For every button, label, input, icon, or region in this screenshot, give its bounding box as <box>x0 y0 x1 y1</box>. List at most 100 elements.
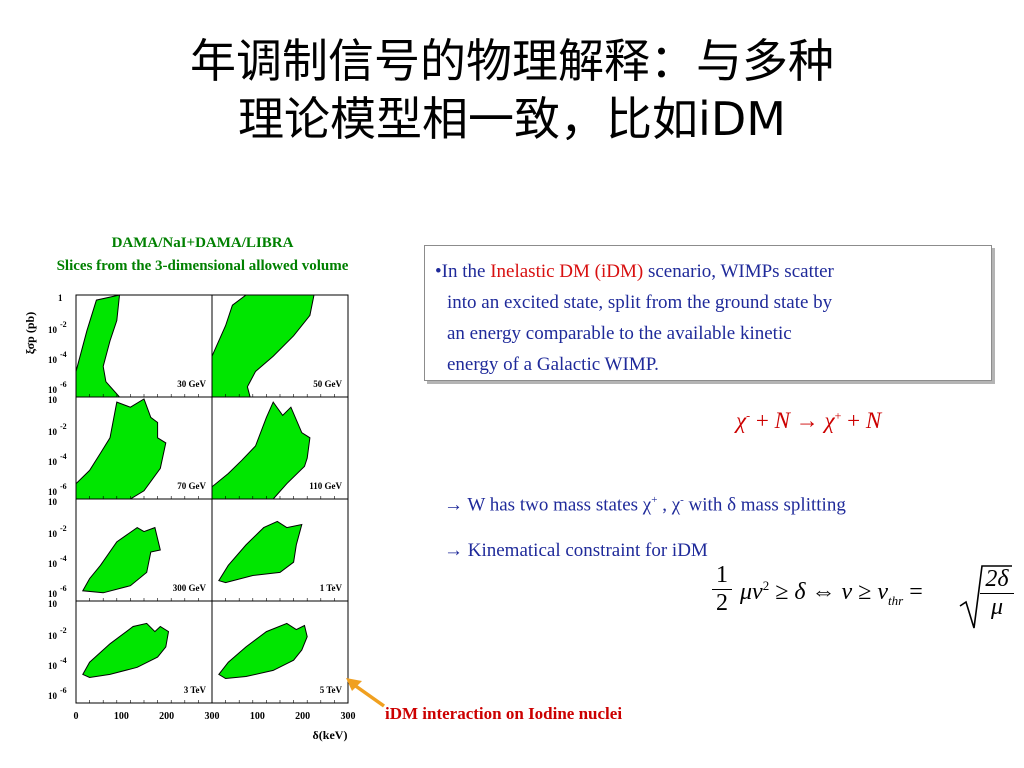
panel-label-6: 1 TeV <box>320 583 343 593</box>
y-tick-base: 10 <box>48 487 58 497</box>
eq1-arrow: → <box>795 408 819 433</box>
y-tick-exponent: -2 <box>60 320 67 329</box>
y-tick-exponent: -2 <box>60 422 67 431</box>
panel-1: 30 GeV <box>75 294 213 398</box>
reaction-equation: χ- + N → χ+ + N <box>736 408 881 434</box>
bullet-2-text: Kinematical constraint for iDM <box>463 540 708 561</box>
eq2-lhs: μv <box>740 579 763 605</box>
eq2-relation: ≥ δ ⇔ v ≥ v <box>769 579 889 605</box>
eq1-chi-2: χ <box>824 408 835 433</box>
y-tick-base: 10 <box>48 599 58 609</box>
y-tick-label: 10 <box>48 395 58 405</box>
x-axis-label: δ(keV) <box>313 728 348 742</box>
inelastic-dm-highlight: Inelastic DM (iDM) <box>490 261 644 282</box>
y-tick-exponent: -6 <box>60 380 67 389</box>
y-tick-exponent: -6 <box>60 482 67 491</box>
y-tick-base: 10 <box>48 589 58 599</box>
eq2-half-num: 1 <box>716 562 728 588</box>
y-tick-label: 10-4 <box>48 656 67 671</box>
panel-2: 50 GeV <box>211 294 349 398</box>
y-tick-base: 10 <box>48 691 58 701</box>
eq2-sqrt-den: μ <box>980 593 1014 621</box>
allowed-region-2 <box>211 294 315 398</box>
eq2-sqrt-frac: 2δ μ <box>980 566 1014 621</box>
allowed-region-8 <box>218 622 308 680</box>
pointer-arrow <box>346 678 386 708</box>
explanation-box: •In the Inelastic DM (iDM) scenario, WIM… <box>424 245 992 381</box>
panel-3: 70 GeV <box>75 396 213 500</box>
y-tick-base: 10 <box>48 631 58 641</box>
y-tick-label: 10 <box>48 599 58 609</box>
eq2-square: 2 <box>762 578 770 593</box>
bullet-dot: • <box>435 261 442 282</box>
panel-label-7: 3 TeV <box>184 685 207 695</box>
eq1-N-2: N <box>865 408 882 433</box>
eq1-chi-1: χ <box>736 408 747 433</box>
eq1-plus-sup: + <box>834 408 842 423</box>
y-tick-label: 10-6 <box>48 380 67 395</box>
y-tick-label: 10-2 <box>48 626 67 641</box>
figure-caption-line-1: DAMA/NaI+DAMA/LIBRA <box>111 235 294 251</box>
y-tick-base: 10 <box>48 559 58 569</box>
bottom-caption: iDM interaction on Iodine nuclei <box>385 704 623 723</box>
eq2-sqrt-num: 2δ <box>985 566 1009 592</box>
sqrt-sign <box>959 565 1012 629</box>
y-tick-text: 1 <box>58 293 63 303</box>
y-tick-label: 1 <box>58 293 63 303</box>
allowed-region-7 <box>82 622 170 679</box>
panel-label-2: 50 GeV <box>313 379 342 389</box>
x-tick-label: 100 <box>250 711 265 722</box>
y-tick-label: 10 <box>48 497 58 507</box>
y-tick-base: 10 <box>48 457 58 467</box>
y-tick-base: 10 <box>48 385 58 395</box>
y-tick-label: 10-4 <box>48 554 67 569</box>
y-tick-exponent: -2 <box>60 626 67 635</box>
panel-label-1: 30 GeV <box>177 379 206 389</box>
y-tick-exponent: -2 <box>60 524 67 533</box>
panel-8: 5 TeV <box>211 600 349 704</box>
title-line-1: 年调制信号的物理解释：与多种 <box>190 34 834 88</box>
title-line-2: 理论模型相一致，比如iDM <box>238 92 786 146</box>
y-axis-label: ξσp (pb) <box>23 312 37 354</box>
x-tick-label: 100 <box>114 711 129 722</box>
eq2-thr: thr <box>888 592 904 608</box>
y-tick-base: 10 <box>48 355 58 365</box>
bullet-1-arrow: → <box>444 494 463 516</box>
x-tick-label: 300 <box>341 711 356 722</box>
eq1-N-1: N <box>774 408 790 433</box>
panel-label-3: 70 GeV <box>177 481 206 491</box>
y-tick-base: 10 <box>48 325 58 335</box>
box-line-1-pre: In the <box>441 261 491 282</box>
y-tick-exponent: -4 <box>60 656 67 665</box>
panel-label-8: 5 TeV <box>320 685 343 695</box>
allowed-region-3 <box>75 398 167 500</box>
y-tick-label: 10-6 <box>48 482 67 497</box>
bullet-2-arrow: → <box>444 540 463 561</box>
box-line-1-post: scenario, WIMPs scatter <box>643 261 834 282</box>
y-tick-label: 10-6 <box>48 686 67 701</box>
y-tick-exponent: -4 <box>60 350 67 359</box>
y-tick-base: 10 <box>48 395 58 405</box>
y-tick-exponent: -6 <box>60 686 67 695</box>
figure-caption-line-2: Slices from the 3-dimensional allowed vo… <box>56 258 349 274</box>
bullet-1-post: with δ mass splitting <box>683 494 846 516</box>
panel-5: 300 GeV <box>75 498 213 602</box>
eq1-minus: - <box>746 408 751 423</box>
allowed-region-4 <box>211 401 311 500</box>
panel-6: 1 TeV <box>211 498 349 602</box>
bullet-1-mid: , χ <box>657 494 681 516</box>
y-tick-exponent: -6 <box>60 584 67 593</box>
arrow-head <box>346 678 362 691</box>
x-tick-label: 0 <box>74 711 79 722</box>
allowed-region-chart: 30 GeV 50 GeV 70 GeV 110 GeV 300 GeV 1 TeV 3 T… <box>23 293 356 742</box>
eq1-plus-2: + <box>847 408 861 433</box>
y-tick-label: 10-2 <box>48 422 67 437</box>
bullet-1-plus: + <box>651 494 658 506</box>
panel-label-5: 300 GeV <box>173 583 207 593</box>
box-line-4: energy of a Galactic WIMP. <box>447 354 659 375</box>
y-tick-base: 10 <box>48 497 58 507</box>
slide-title: 年调制信号的物理解释：与多种 理论模型相一致，比如iDM <box>0 32 1024 148</box>
eq2-equals: = <box>903 579 923 605</box>
box-line-2: into an excited state, split from the gr… <box>447 292 833 313</box>
box-line-1: •In the Inelastic DM (iDM) scenario, WIM… <box>435 256 983 287</box>
